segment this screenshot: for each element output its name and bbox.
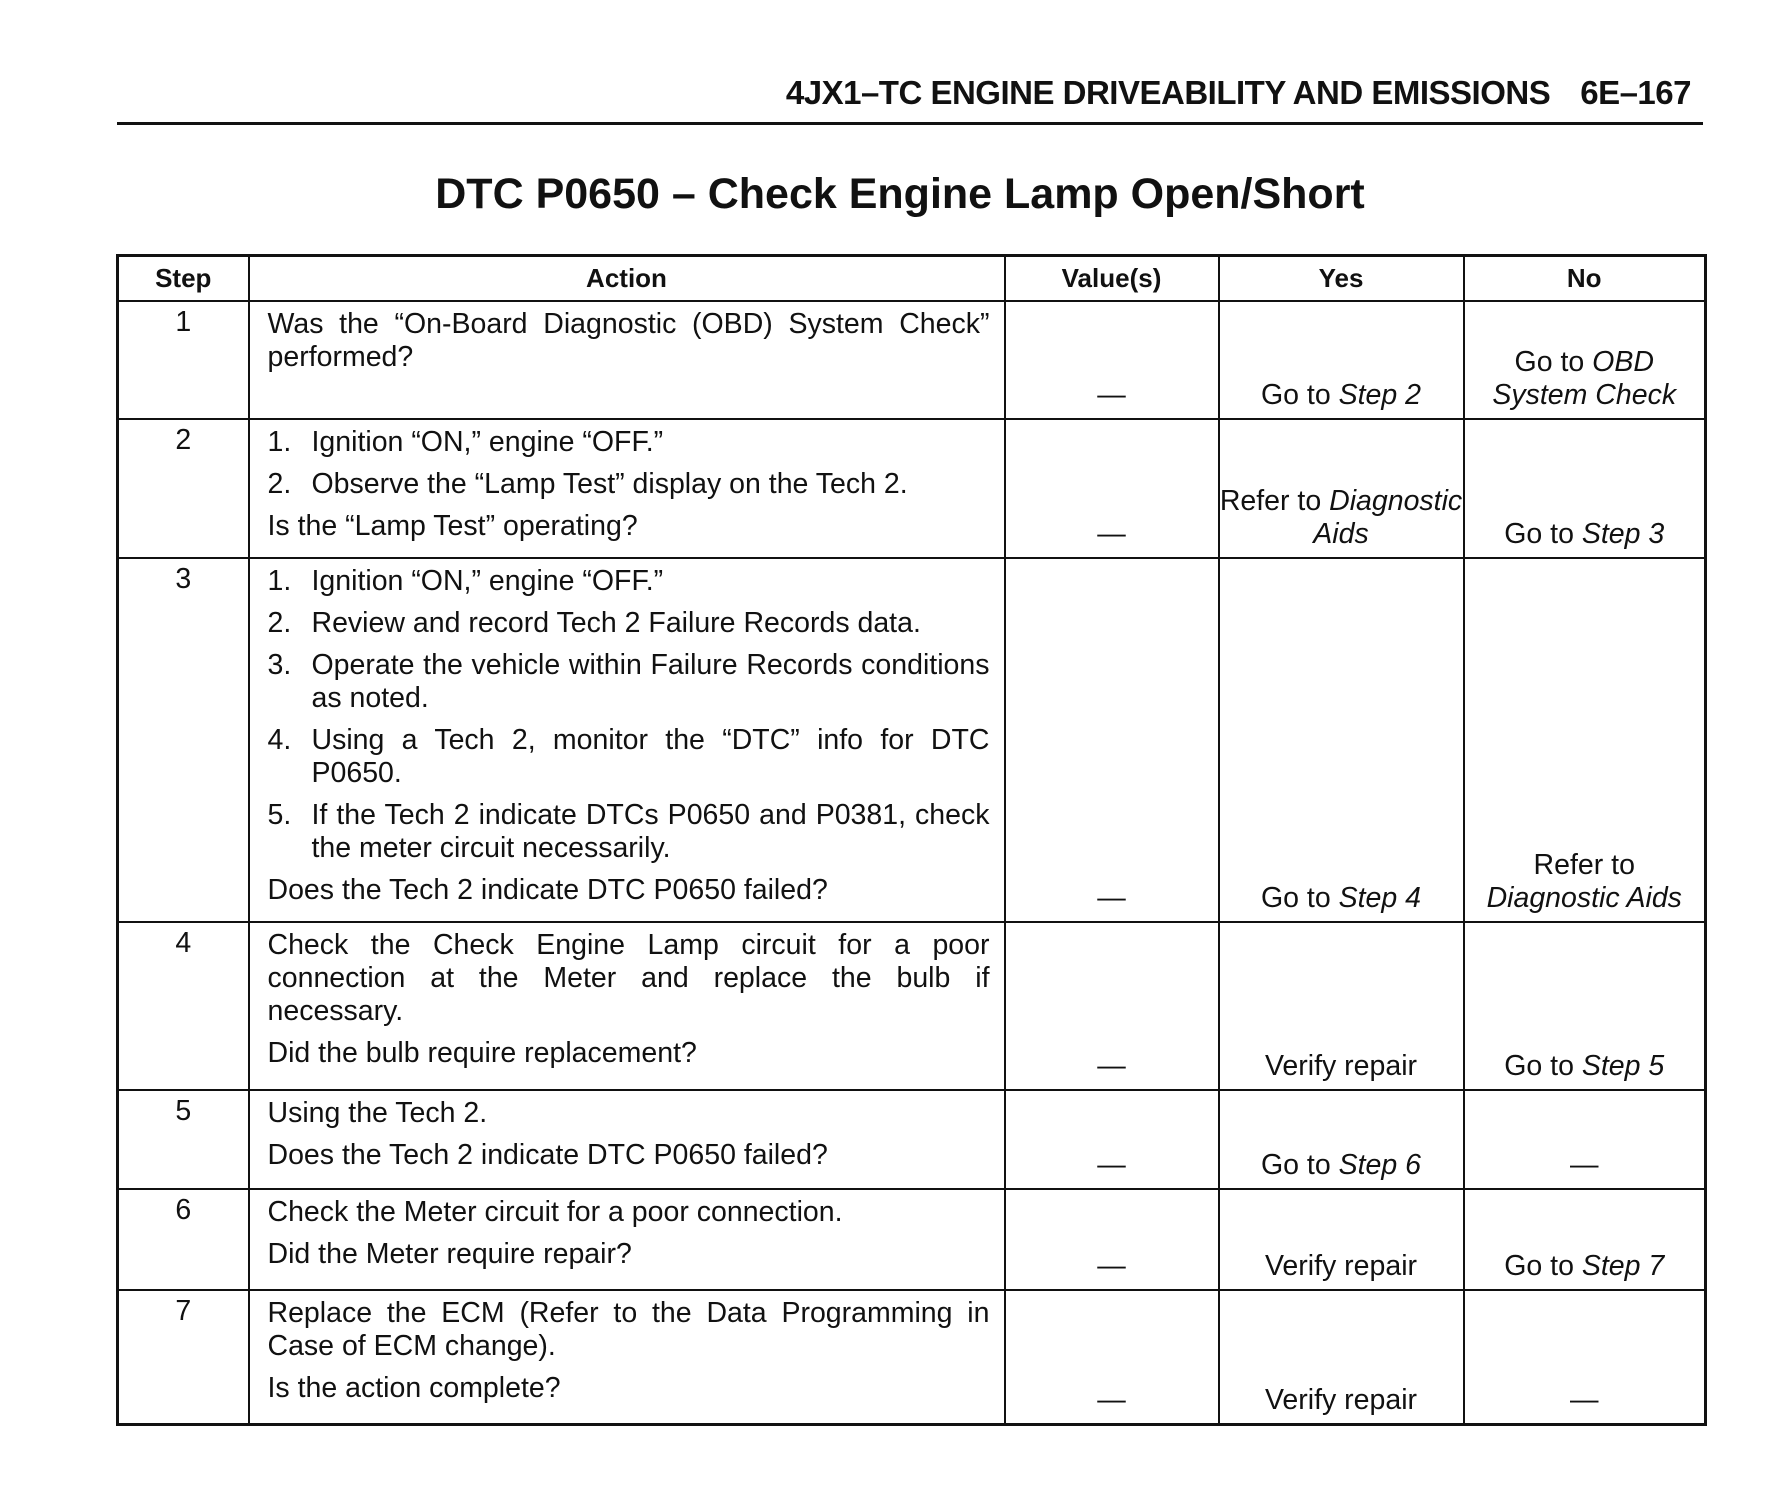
step-number: 1 bbox=[116, 300, 250, 420]
yes-text: Go to bbox=[1260, 379, 1339, 411]
col-no: No bbox=[1462, 254, 1707, 302]
running-header: 4JX1–TC ENGINE DRIVEABILITY AND EMISSION… bbox=[785, 74, 1692, 112]
col-action: Action bbox=[247, 254, 1006, 302]
action-cell: Replace the ECM (Refer to the Data Progr… bbox=[247, 1289, 1006, 1425]
table-row: 7 Replace the ECM (Refer to the Data Pro… bbox=[116, 1289, 1707, 1425]
col-yes: Yes bbox=[1217, 254, 1465, 302]
no-text: — bbox=[1570, 1149, 1599, 1181]
action-question: Did the Meter require repair? bbox=[267, 1238, 632, 1270]
step-number: 6 bbox=[116, 1188, 250, 1291]
step-number: 2 bbox=[116, 418, 250, 559]
yes-text: Verify repair bbox=[1264, 1050, 1418, 1082]
col-values: Value(s) bbox=[1003, 254, 1220, 302]
page-number: 6E–167 bbox=[1580, 74, 1691, 111]
yes-reference: Step 4 bbox=[1338, 882, 1422, 914]
no-text: — bbox=[1570, 1383, 1599, 1416]
value-cell: — bbox=[1003, 1289, 1220, 1425]
action-question: Did the bulb require replacement? bbox=[267, 1037, 697, 1069]
table-row: 2 1. Ignition “ON,” engine “OFF.” 2. Observ… bbox=[116, 418, 1707, 559]
no-reference: OBD System Check bbox=[1492, 346, 1677, 411]
page-title: DTC P0650 – Check Engine Lamp Open/Short bbox=[435, 170, 1365, 218]
yes-text: Go to bbox=[1260, 882, 1339, 914]
no-cell: Go to Step 3 bbox=[1462, 418, 1707, 559]
action-steps: 1. Ignition “ON,” engine “OFF.” 2. Observe … bbox=[268, 426, 990, 501]
yes-cell: Refer to Diagnostic Aids bbox=[1217, 418, 1465, 559]
no-reference: Diagnostic Aids bbox=[1486, 882, 1682, 914]
action-step: 1. Ignition “ON,” engine “OFF.” bbox=[267, 426, 664, 458]
action-step: 5. If the Tech 2 indicate DTCs P0650 and … bbox=[267, 799, 990, 864]
value-cell: — bbox=[1003, 1089, 1220, 1190]
yes-cell: Go to Step 2 bbox=[1217, 300, 1465, 420]
yes-reference: Step 6 bbox=[1338, 1149, 1422, 1181]
no-text: Go to bbox=[1504, 518, 1582, 550]
action-step: 2. Observe the “Lamp Test” display on the… bbox=[267, 468, 908, 500]
action-step: 3. Operate the vehicle within Failure Rec… bbox=[267, 649, 990, 714]
value-cell: — bbox=[1003, 1188, 1220, 1291]
table-row: 5 Using the Tech 2. Does the Tech 2 indic… bbox=[116, 1089, 1707, 1190]
action-question: Does the Tech 2 indicate DTC P0650 faile… bbox=[267, 1139, 828, 1171]
action-cell: 1. Ignition “ON,” engine “OFF.” 2. Review a… bbox=[247, 557, 1006, 923]
no-cell: — bbox=[1462, 1289, 1707, 1425]
yes-text: Go to bbox=[1260, 1149, 1339, 1181]
no-reference: Step 3 bbox=[1581, 518, 1665, 550]
step-number: 5 bbox=[116, 1089, 250, 1190]
yes-cell: Verify repair bbox=[1217, 921, 1465, 1091]
table-header: Step Action Value(s) Yes No bbox=[116, 254, 1707, 302]
action-question: Is the “Lamp Test” operating? bbox=[267, 510, 638, 542]
action-cell: Was the “On-Board Diagnostic (OBD) Syste… bbox=[247, 300, 1006, 420]
yes-text: Verify repair bbox=[1264, 1383, 1418, 1416]
header-rule bbox=[117, 122, 1703, 125]
value-cell: — bbox=[1003, 557, 1220, 923]
no-text: Go to bbox=[1504, 1250, 1582, 1282]
table-row: 1 Was the “On-Board Diagnostic (OBD) Sys… bbox=[116, 300, 1707, 420]
table-row: 6 Check the Meter circuit for a poor con… bbox=[116, 1188, 1707, 1291]
step-number: 4 bbox=[116, 921, 250, 1091]
no-text: Refer to bbox=[1533, 849, 1635, 881]
no-cell: Refer to Diagnostic Aids bbox=[1462, 557, 1707, 923]
action-cell: 1. Ignition “ON,” engine “OFF.” 2. Observe … bbox=[247, 418, 1006, 559]
action-question: Does the Tech 2 indicate DTC P0650 faile… bbox=[267, 874, 828, 906]
no-cell: Go to Step 5 bbox=[1462, 921, 1707, 1091]
step-number: 7 bbox=[116, 1289, 250, 1425]
action-question: Is the action complete? bbox=[267, 1372, 561, 1404]
diagnostic-table: Step Action Value(s) Yes No 1 Was the “O… bbox=[116, 254, 1707, 1426]
value-cell: — bbox=[1003, 418, 1220, 559]
step-number: 3 bbox=[116, 557, 250, 923]
action-cell: Check the Meter circuit for a poor conne… bbox=[247, 1188, 1006, 1291]
no-text: Go to bbox=[1514, 346, 1593, 378]
table-row: 3 1. Ignition “ON,” engine “OFF.” 2. Review… bbox=[116, 557, 1707, 923]
no-reference: Step 5 bbox=[1581, 1050, 1665, 1082]
action-step: 4. Using a Tech 2, monitor the “DTC” info… bbox=[267, 724, 990, 789]
no-cell: Go to Step 7 bbox=[1462, 1188, 1707, 1291]
action-question: Was the “On-Board Diagnostic (OBD) Syste… bbox=[267, 308, 990, 373]
no-reference: Step 7 bbox=[1581, 1250, 1665, 1282]
action-instruction: Replace the ECM (Refer to the Data Progr… bbox=[267, 1297, 990, 1362]
action-step: 2. Review and record Tech 2 Failure Recor… bbox=[267, 607, 921, 639]
action-cell: Check the Check Engine Lamp circuit for … bbox=[247, 921, 1006, 1091]
section-title: 4JX1–TC ENGINE DRIVEABILITY AND EMISSION… bbox=[785, 74, 1551, 111]
value-cell: — bbox=[1003, 300, 1220, 420]
action-steps: 1. Ignition “ON,” engine “OFF.” 2. Review a… bbox=[268, 565, 990, 865]
yes-cell: Go to Step 6 bbox=[1217, 1089, 1465, 1190]
no-text: Go to bbox=[1504, 1050, 1582, 1082]
action-step: 1. Ignition “ON,” engine “OFF.” bbox=[267, 565, 664, 597]
yes-text: Refer to bbox=[1219, 485, 1330, 517]
yes-cell: Verify repair bbox=[1217, 1289, 1465, 1425]
col-step: Step bbox=[116, 254, 250, 302]
table-row: 4 Check the Check Engine Lamp circuit fo… bbox=[116, 921, 1707, 1091]
yes-reference: Diagnostic Aids bbox=[1313, 485, 1463, 550]
yes-text: Verify repair bbox=[1264, 1250, 1418, 1282]
no-cell: Go to OBD System Check bbox=[1462, 300, 1707, 420]
action-instruction: Check the Check Engine Lamp circuit for … bbox=[267, 929, 990, 1027]
no-cell: — bbox=[1462, 1089, 1707, 1190]
action-cell: Using the Tech 2. Does the Tech 2 indicat… bbox=[247, 1089, 1006, 1190]
value-cell: — bbox=[1003, 921, 1220, 1091]
yes-cell: Go to Step 4 bbox=[1217, 557, 1465, 923]
yes-reference: Step 2 bbox=[1338, 379, 1422, 411]
action-instruction: Check the Meter circuit for a poor conne… bbox=[267, 1196, 843, 1228]
yes-cell: Verify repair bbox=[1217, 1188, 1465, 1291]
action-instruction: Using the Tech 2. bbox=[267, 1097, 488, 1129]
